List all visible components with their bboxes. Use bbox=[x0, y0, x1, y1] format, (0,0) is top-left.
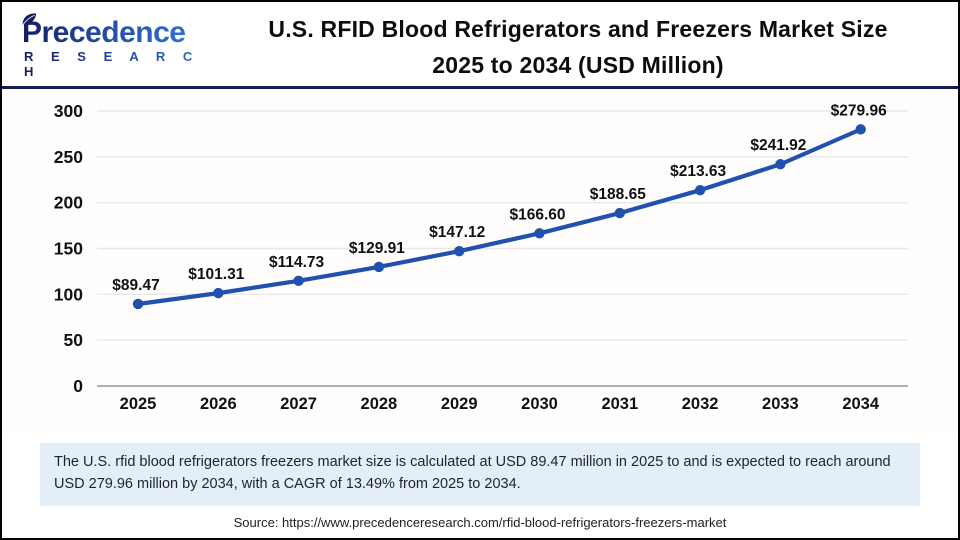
precedence-research-logo: Precedence R E S E A R C H bbox=[18, 10, 208, 79]
data-point bbox=[775, 159, 786, 170]
y-tick-label: 100 bbox=[54, 284, 83, 304]
data-point bbox=[293, 275, 304, 287]
y-tick-label: 50 bbox=[64, 330, 84, 350]
data-point bbox=[855, 124, 866, 135]
x-tick-label: 2029 bbox=[441, 395, 478, 413]
market-size-line-chart: 0 50 100 150 200 250 300 $89.47 2025 $101.31 2026 $… bbox=[54, 101, 908, 413]
logo-brand-text: Precedence bbox=[18, 18, 186, 48]
x-tick-label: 2030 bbox=[521, 395, 558, 413]
x-tick-label: 2031 bbox=[601, 395, 638, 413]
data-point-label: $147.12 bbox=[429, 224, 485, 241]
data-point-label: $166.60 bbox=[509, 206, 565, 223]
data-point bbox=[373, 261, 385, 273]
chart-area: 0 50 100 150 200 250 300 $89.47 2025 $101.31 2026 $… bbox=[2, 89, 958, 435]
header: Precedence R E S E A R C H U.S. RFID Blo… bbox=[2, 2, 958, 86]
y-tick-label: 300 bbox=[54, 101, 83, 121]
data-point-label: $101.31 bbox=[188, 266, 244, 283]
market-size-line bbox=[135, 127, 863, 307]
source-text: Source: https://www.precedenceresearch.c… bbox=[233, 514, 727, 530]
y-tick-label: 0 bbox=[73, 376, 83, 396]
summary-note-text: The U.S. rfid blood refrigerators freeze… bbox=[54, 454, 891, 492]
data-point bbox=[694, 184, 706, 196]
x-tick-label: 2032 bbox=[682, 395, 719, 413]
x-tick-label: 2034 bbox=[842, 395, 880, 413]
leaf-icon bbox=[22, 13, 37, 25]
x-tick-label: 2025 bbox=[120, 395, 157, 413]
source-line: Source: https://www.precedenceresearch.c… bbox=[2, 515, 958, 530]
x-tick-label: 2026 bbox=[200, 395, 237, 413]
data-point bbox=[132, 298, 144, 310]
y-tick-label: 250 bbox=[54, 147, 83, 167]
data-point-label: $213.63 bbox=[670, 163, 726, 180]
data-point bbox=[213, 287, 224, 299]
data-point bbox=[534, 228, 545, 239]
y-tick-label: 200 bbox=[54, 193, 83, 213]
data-point bbox=[454, 245, 465, 257]
page-title: U.S. RFID Blood Refrigerators and Freeze… bbox=[208, 10, 948, 83]
title-line-1: U.S. RFID Blood Refrigerators and Freeze… bbox=[268, 16, 888, 42]
data-point bbox=[614, 207, 625, 219]
data-point-label: $114.73 bbox=[269, 254, 325, 271]
data-point-label: $241.92 bbox=[750, 137, 806, 154]
data-point-label: $89.47 bbox=[112, 277, 159, 294]
x-tick-label: 2033 bbox=[762, 395, 799, 413]
data-point-label: $188.65 bbox=[590, 186, 646, 203]
summary-note: The U.S. rfid blood refrigerators freeze… bbox=[40, 443, 920, 506]
title-line-2: 2025 to 2034 (USD Million) bbox=[432, 51, 724, 78]
x-tick-label: 2028 bbox=[361, 395, 398, 413]
data-point-label: $129.91 bbox=[349, 240, 405, 257]
logo-sub-text: R E S E A R C H bbox=[18, 49, 208, 79]
data-point-label: $279.96 bbox=[831, 102, 887, 119]
header-divider bbox=[2, 86, 958, 89]
x-tick-label: 2027 bbox=[280, 395, 317, 413]
y-tick-label: 150 bbox=[54, 239, 83, 259]
